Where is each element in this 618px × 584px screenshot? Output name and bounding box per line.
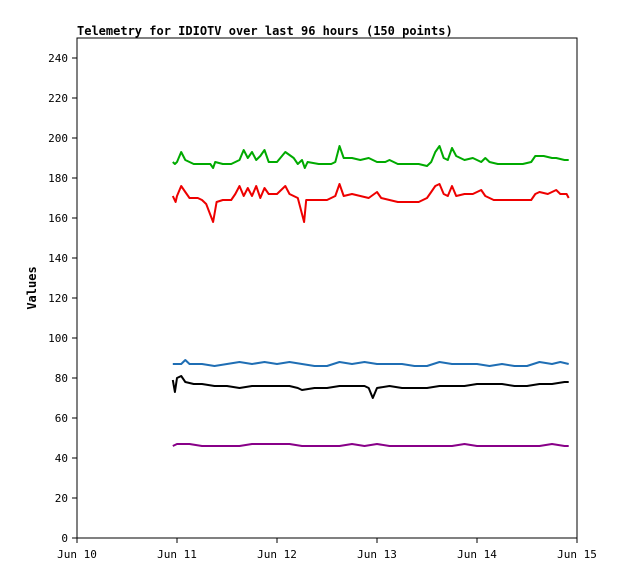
- plot-area: [76, 37, 578, 539]
- series-line-4: [171, 375, 569, 399]
- series-line-3: [172, 359, 569, 367]
- series-line-2: [171, 183, 570, 223]
- y-tick-label: 160: [48, 212, 68, 225]
- x-tick-label: Jun 14: [457, 548, 497, 561]
- y-tick-label: 240: [48, 52, 68, 65]
- x-tick-label: Jun 15: [557, 548, 597, 561]
- x-axis: Jun 10 Jun 11 Jun 12 Jun 13 Jun 14 Jun 15: [57, 538, 597, 561]
- y-tick-label: 40: [55, 452, 68, 465]
- y-tick-label: 220: [48, 92, 68, 105]
- y-tick-label: 80: [55, 372, 68, 385]
- x-tick-label: Jun 13: [357, 548, 397, 561]
- y-tick-label: 60: [55, 412, 68, 425]
- y-tick-label: 140: [48, 252, 68, 265]
- y-tick-label: 180: [48, 172, 68, 185]
- series-group: [171, 145, 570, 447]
- x-tick-label: Jun 12: [257, 548, 297, 561]
- y-axis-label: Values: [25, 266, 39, 309]
- y-tick-label: 120: [48, 292, 68, 305]
- chart-title: Telemetry for IDIOTV over last 96 hours …: [77, 24, 453, 38]
- y-tick-label: 100: [48, 332, 68, 345]
- series-line-1: [172, 145, 569, 169]
- x-tick-label: Jun 11: [157, 548, 197, 561]
- y-tick-label: 20: [55, 492, 68, 505]
- y-tick-label: 0: [61, 532, 68, 545]
- x-tick-label: Jun 10: [57, 548, 97, 561]
- y-axis: 0 20 40 60 80 100 120 140 160 180 200 220 240: [48, 52, 77, 545]
- series-line-5: [172, 443, 569, 447]
- y-tick-label: 200: [48, 132, 68, 145]
